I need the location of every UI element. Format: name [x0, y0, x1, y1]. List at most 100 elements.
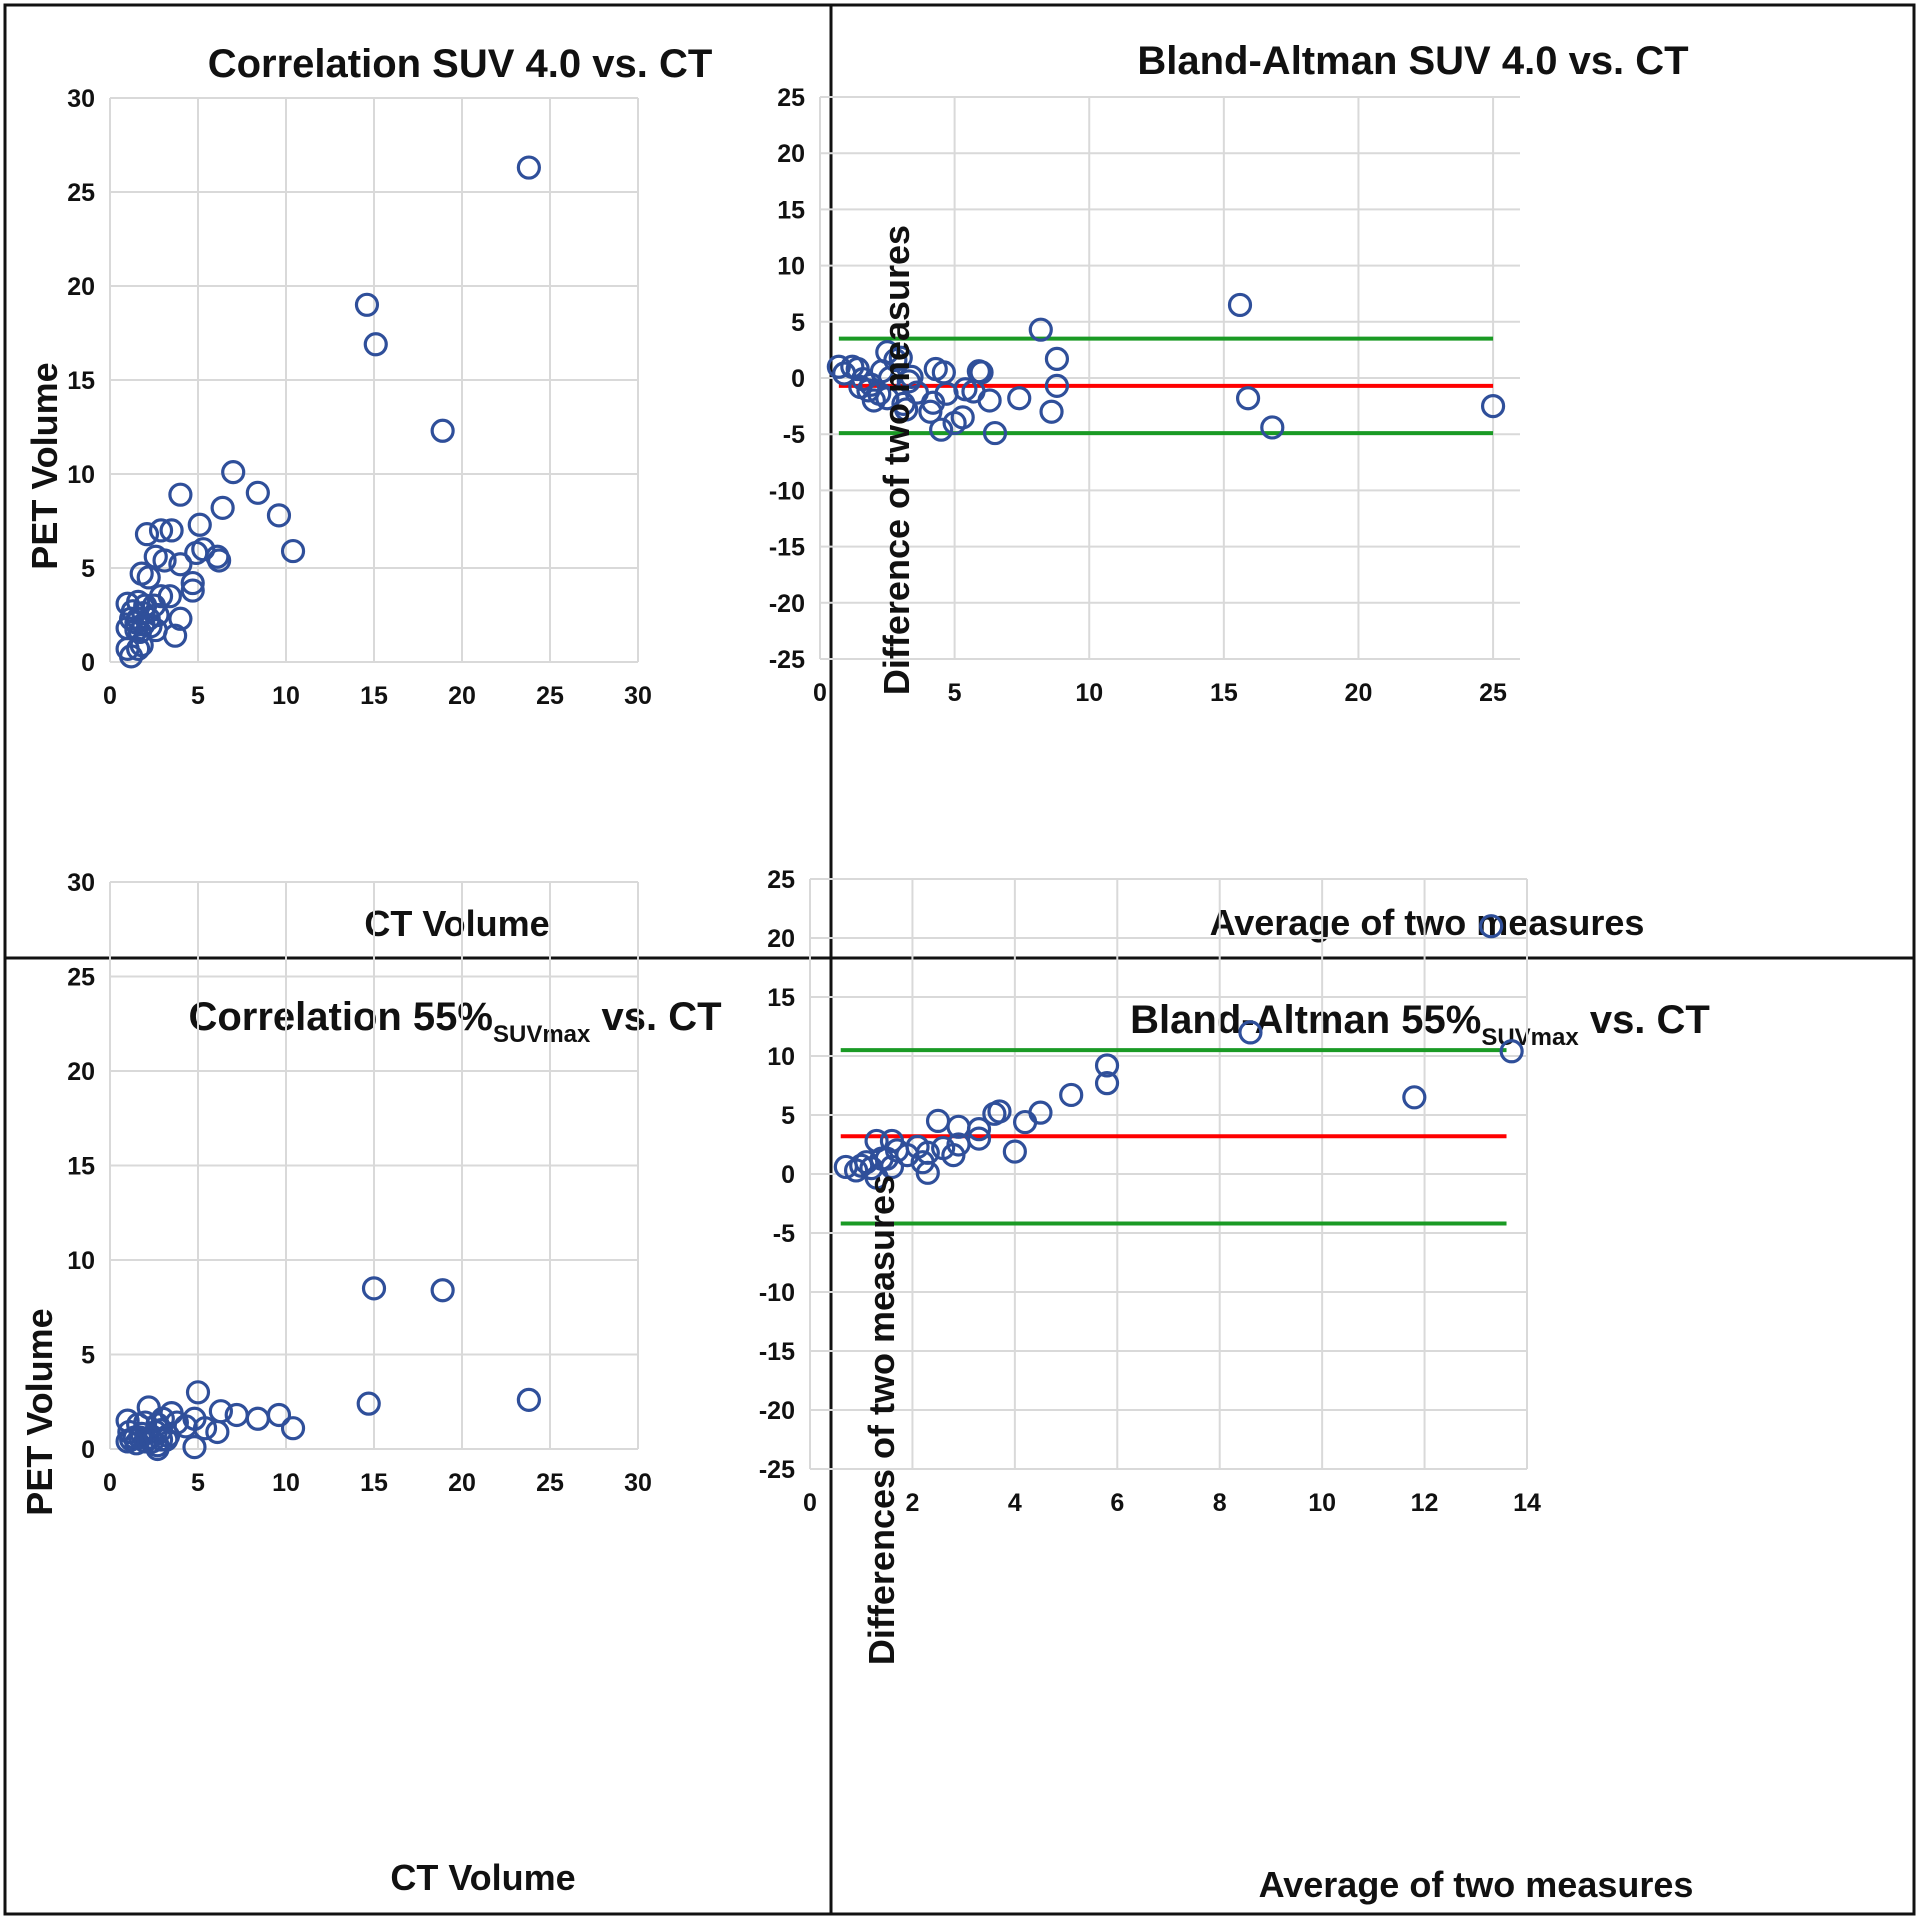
- x-tick-label: 2: [905, 1489, 919, 1517]
- y-tick-label: 10: [777, 253, 805, 281]
- x-tick-label: 6: [1110, 1489, 1124, 1517]
- x-tick-label: 12: [1411, 1489, 1439, 1517]
- x-tick-label: 15: [360, 682, 388, 710]
- y-tick-label: 0: [81, 1436, 95, 1464]
- y-tick-label: 10: [67, 1247, 95, 1275]
- gridlines: [109, 881, 639, 1450]
- data-point: [950, 405, 975, 430]
- data-point: [168, 552, 193, 577]
- gridlines: [809, 878, 1528, 1470]
- data-point: [266, 503, 292, 528]
- data-point: [1479, 914, 1504, 939]
- data-point: [987, 1099, 1012, 1124]
- x-tick-label: 15: [1210, 679, 1238, 707]
- data-point: [1227, 292, 1253, 318]
- chart-correlation-55-suvmax: Correlation 55%SUVmax vs. CT 0 5 10 15 20 25 3…: [19, 869, 722, 1898]
- chart-title: Bland-Altman 55%SUVmax vs. CT: [1130, 998, 1710, 1051]
- data-point: [221, 460, 246, 485]
- data-point: [280, 1416, 306, 1441]
- data-point: [207, 548, 232, 573]
- data-points: [833, 914, 1524, 1190]
- x-tick-label: 20: [1345, 679, 1373, 707]
- y-tick-labels: 25 20 15 10 5 0 -5 -10 -15 -20 -25: [769, 84, 805, 674]
- x-axis-label: Average of two measures: [1210, 902, 1645, 943]
- gridlines: [819, 96, 1520, 660]
- data-point: [1499, 1039, 1524, 1064]
- data-point: [982, 420, 1008, 446]
- y-tick-label: 25: [67, 964, 95, 992]
- x-tick-labels: 0 2 4 6 8 10 12 14: [803, 1489, 1541, 1517]
- data-point: [430, 418, 455, 443]
- data-point: [148, 518, 174, 543]
- chart-title: Correlation 55%SUVmax vs. CT: [188, 995, 721, 1048]
- data-point: [977, 388, 1002, 413]
- y-tick-label: 15: [67, 1153, 95, 1181]
- x-tick-label: 10: [272, 682, 300, 710]
- data-point: [1044, 373, 1070, 398]
- x-tick-label: 25: [536, 1469, 564, 1497]
- y-tick-label: 25: [777, 84, 805, 112]
- data-point: [1044, 346, 1070, 371]
- data-point: [152, 548, 177, 573]
- data-point: [1402, 1085, 1427, 1110]
- data-point: [875, 340, 900, 365]
- data-point: [127, 619, 153, 645]
- data-point: [1260, 415, 1285, 440]
- y-tick-labels: 25 20 15 10 5 0 -5 -10 -15 -20 -25: [759, 866, 795, 1484]
- y-tick-label: -20: [769, 590, 805, 618]
- data-point: [354, 292, 380, 317]
- x-tick-label: 5: [191, 682, 205, 710]
- data-point: [1094, 1053, 1120, 1078]
- y-tick-label: 5: [791, 309, 805, 337]
- y-tick-label: 10: [767, 1043, 795, 1071]
- data-point: [861, 388, 886, 413]
- x-axis-label: Average of two measures: [1259, 1864, 1694, 1905]
- data-point: [119, 1427, 144, 1452]
- y-tick-label: 0: [81, 649, 95, 677]
- data-point: [1007, 386, 1032, 411]
- data-point: [180, 570, 205, 596]
- data-point: [168, 482, 193, 507]
- y-tick-label: -15: [769, 534, 805, 562]
- x-tick-label: 25: [1479, 679, 1507, 707]
- x-axis-label: CT Volume: [364, 903, 549, 944]
- x-tick-label: 0: [813, 679, 827, 707]
- data-point: [136, 565, 161, 590]
- data-point: [1028, 317, 1053, 342]
- x-tick-label: 10: [1308, 1489, 1336, 1517]
- y-tick-label: 10: [67, 461, 95, 489]
- x-tick-label: 5: [191, 1469, 205, 1497]
- x-tick-label: 10: [272, 1469, 300, 1497]
- x-tick-labels: 0 5 10 15 20 25 30: [103, 682, 652, 710]
- x-tick-label: 20: [448, 682, 476, 710]
- y-tick-label: -25: [769, 646, 805, 674]
- chart-title-suffix: vs. CT: [590, 995, 721, 1039]
- data-point: [1059, 1082, 1084, 1108]
- data-point: [134, 522, 160, 547]
- x-tick-label: 0: [103, 682, 117, 710]
- data-point: [516, 155, 541, 180]
- y-tick-label: 15: [777, 196, 805, 224]
- y-tick-label: 20: [67, 1058, 95, 1086]
- y-tick-label: -15: [759, 1338, 795, 1366]
- x-tick-label: 5: [948, 679, 962, 707]
- data-point: [182, 1435, 207, 1460]
- data-point: [1039, 399, 1064, 424]
- x-tick-label: 30: [624, 682, 652, 710]
- x-tick-label: 10: [1075, 679, 1103, 707]
- x-tick-label: 14: [1513, 1489, 1541, 1517]
- y-tick-label: 20: [777, 140, 805, 168]
- data-point: [894, 397, 919, 422]
- y-tick-label: 30: [67, 869, 95, 897]
- chart-title: Correlation SUV 4.0 vs. CT: [208, 42, 713, 86]
- x-tick-label: 15: [360, 1469, 388, 1497]
- y-tick-label: 0: [791, 365, 805, 393]
- y-axis-label: Difference of two measures: [876, 225, 917, 695]
- chart-title-main: Correlation 55%: [188, 995, 493, 1039]
- x-axis-label: CT Volume: [390, 1857, 575, 1898]
- chart-correlation-suv4: Correlation SUV 4.0 vs. CT 0 5 10 15 20 25 30 …: [24, 42, 712, 944]
- data-point: [430, 1278, 455, 1303]
- data-point: [929, 417, 954, 442]
- y-tick-label: 25: [767, 866, 795, 894]
